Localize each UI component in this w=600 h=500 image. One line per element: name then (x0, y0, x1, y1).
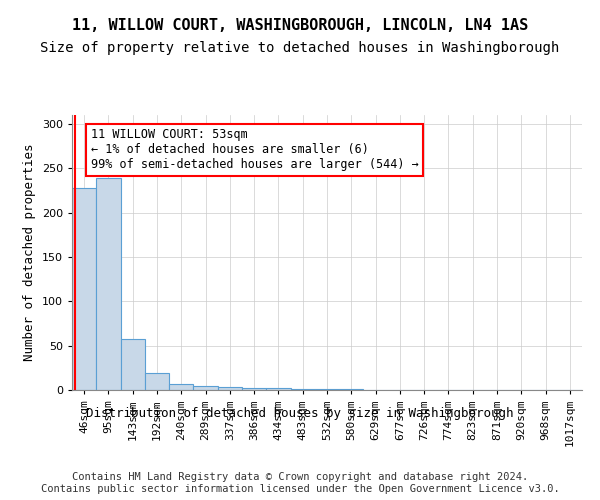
Text: Distribution of detached houses by size in Washingborough: Distribution of detached houses by size … (86, 408, 514, 420)
Bar (121, 340, 145, 390)
Bar (339, 389, 364, 390)
Bar (242, 388, 266, 390)
Bar (266, 388, 290, 390)
Text: Contains HM Land Registry data © Crown copyright and database right 2024.
Contai: Contains HM Land Registry data © Crown c… (41, 472, 559, 494)
Bar (96, 178, 121, 390)
Text: 11, WILLOW COURT, WASHINGBOROUGH, LINCOLN, LN4 1AS: 11, WILLOW COURT, WASHINGBOROUGH, LINCOL… (72, 18, 528, 32)
Bar (290, 389, 315, 390)
Bar (72, 188, 96, 390)
Bar (145, 373, 169, 390)
Text: Size of property relative to detached houses in Washingborough: Size of property relative to detached ho… (40, 41, 560, 55)
Y-axis label: Number of detached properties: Number of detached properties (23, 144, 36, 361)
Text: 11 WILLOW COURT: 53sqm
← 1% of detached houses are smaller (6)
99% of semi-detac: 11 WILLOW COURT: 53sqm ← 1% of detached … (91, 128, 419, 172)
Bar (315, 389, 339, 390)
Bar (169, 384, 193, 390)
Bar (218, 388, 242, 390)
Bar (193, 386, 218, 390)
